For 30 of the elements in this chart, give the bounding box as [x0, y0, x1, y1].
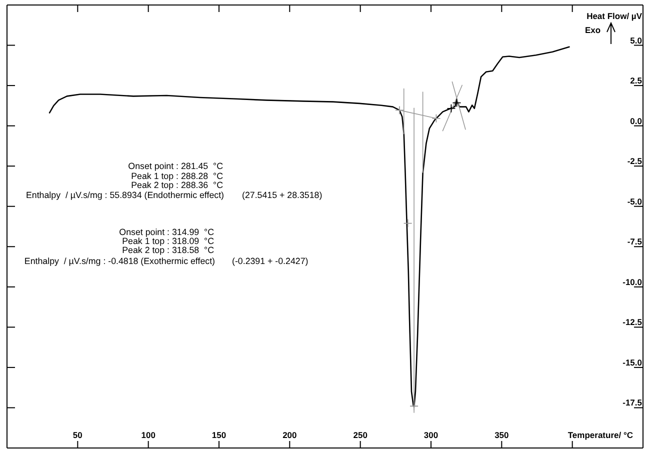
x-tick-label: 300 — [424, 430, 438, 440]
annotation: Peak 2 top : 288.36 °C — [131, 180, 224, 190]
annotation: Enthalpy / µV.s/mg : -0.4818 (Exothermic effect) — [24, 256, 216, 266]
y-tick-label: -15.0 — [622, 357, 642, 368]
annotation: Peak 2 top : 318.58 °C — [122, 245, 215, 255]
annotation: Exo — [585, 25, 601, 35]
annotation: Peak 1 top : 288.28 °C — [131, 171, 224, 181]
y-tick-label: -5.0 — [627, 196, 642, 206]
annotation: Onset point : 314.99 °C — [119, 227, 215, 237]
x-tick-label: 350 — [494, 430, 510, 440]
annotation: (-0.2391 + -0.2427) — [232, 256, 308, 266]
y-axis-title: Heat Flow/ µV — [586, 11, 642, 21]
y-tick-label: 0.0 — [630, 116, 642, 126]
annotation: Onset point : 281.45 °C — [128, 161, 224, 171]
annotation: Enthalpy / µV.s/mg : 55.8934 (Endothermic effect) — [26, 190, 224, 200]
y-tick-label: -17.5 — [622, 398, 642, 408]
annotation: Peak 1 top : 318.09 °C — [122, 236, 215, 246]
x-tick-label: 50 — [72, 430, 83, 440]
annotation: (27.5415 + 28.3518) — [242, 190, 322, 200]
y-tick-label: 5.0 — [630, 35, 642, 46]
x-tick-label: 100 — [141, 430, 156, 440]
y-tick-label: -12.5 — [622, 317, 642, 328]
y-tick-label: 2.5 — [630, 76, 642, 86]
y-tick-label: -2.5 — [627, 156, 642, 166]
y-tick-label: -7.5 — [627, 236, 642, 247]
x-tick-label: 250 — [353, 430, 368, 440]
x-tick-label: 200 — [282, 430, 298, 440]
y-tick-label: -10.0 — [622, 276, 642, 287]
x-tick-label: 150 — [212, 430, 226, 440]
x-axis-title: Temperature/ °C — [568, 430, 633, 440]
